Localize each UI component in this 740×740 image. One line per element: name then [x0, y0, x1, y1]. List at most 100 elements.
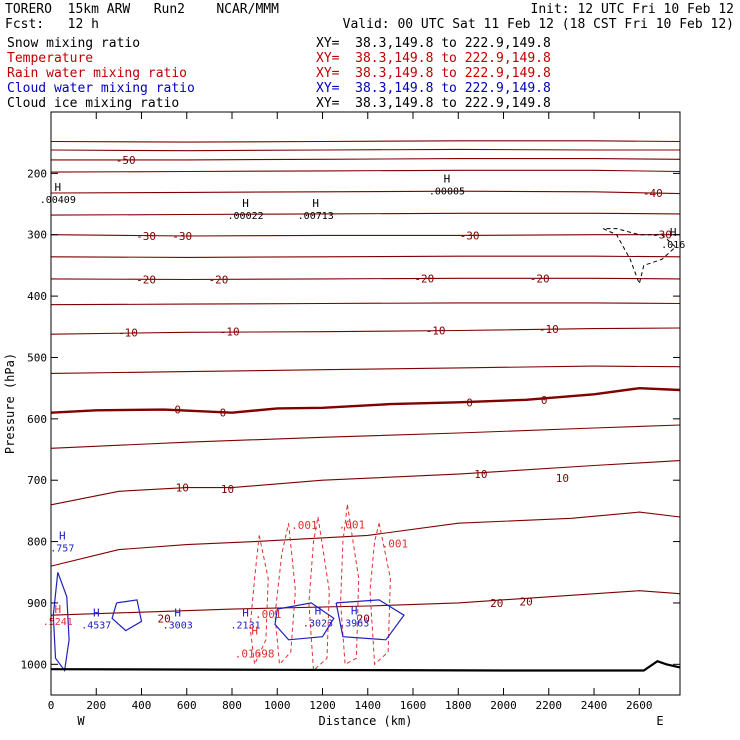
temperature-contour	[50, 460, 681, 506]
valid-time: Valid: 00 UTC Sat 11 Feb 12 (18 CST Fri …	[342, 17, 734, 32]
contour-label: 20	[357, 612, 370, 625]
y-tick-label: 600	[27, 413, 47, 426]
extremum-marker: H	[351, 604, 358, 617]
ground-surface-line	[50, 659, 681, 672]
contour-label: 0	[541, 394, 548, 407]
x-tick-label: 0	[48, 699, 55, 712]
contour-label: 10	[556, 472, 569, 485]
extremum-value: .00409	[40, 195, 76, 206]
cloud-water-contour	[52, 572, 70, 673]
extremum-marker: H	[251, 625, 258, 638]
contour-label: -20	[530, 272, 550, 285]
x-tick-label: 2600	[626, 699, 653, 712]
extremum-value: .016	[661, 240, 685, 251]
temperature-contour	[50, 140, 681, 143]
contour-label: -10	[220, 326, 240, 339]
x-tick-label: 2200	[536, 699, 563, 712]
ice-contour	[602, 228, 677, 286]
plot-frame	[50, 111, 681, 696]
contour-label: -10	[426, 324, 446, 337]
right-end-label: E	[656, 714, 663, 728]
extremum-marker: H	[242, 197, 249, 210]
contour-labels: -50 -40 -30 -30 -30 -30 -20 -20 -20 -20 -10 -10 -10 -…	[116, 154, 672, 660]
contour-label: 10	[176, 482, 189, 495]
temperature-contour	[50, 212, 681, 216]
x-tick-label: 1400	[355, 699, 382, 712]
temperature-contour	[50, 327, 681, 335]
y-tick-label: 700	[27, 474, 47, 487]
contour-label: -20	[136, 274, 156, 287]
temperature-contour	[50, 277, 681, 281]
extremum-marker: H	[444, 172, 451, 185]
y-tick-label: 400	[27, 290, 47, 303]
contour-label: -10	[118, 326, 138, 339]
extremum-marker: H	[670, 226, 677, 239]
extremum-value: .5241	[43, 617, 73, 628]
extremum-marker: H	[93, 606, 100, 619]
extremum-value: .3023	[303, 618, 333, 629]
rain-contours	[249, 504, 391, 672]
contour-label: 10	[474, 468, 487, 481]
ice-contours	[602, 228, 677, 286]
x-tick-label: 1600	[400, 699, 427, 712]
extremum-marker: H	[59, 530, 66, 543]
cloud-water-contour	[335, 599, 405, 641]
field-rain-xy: XY= 38.3,149.8 to 222.9,149.8	[316, 66, 551, 81]
contour-label: -30	[136, 230, 156, 243]
cloud-water-contour	[274, 602, 335, 641]
extremum-marker: H	[54, 181, 61, 194]
cloud-water-contour	[111, 599, 143, 632]
temperature-contour	[50, 511, 681, 567]
extremum-marker: H	[174, 606, 181, 619]
contour-label: -30	[172, 230, 192, 243]
y-tick-label: 500	[27, 351, 47, 364]
temperature-contour	[50, 255, 681, 258]
y-tick-label: 1000	[21, 658, 48, 671]
x-tick-label: 1000	[264, 699, 291, 712]
temperature-contour	[50, 190, 681, 195]
contour-label: .001	[291, 519, 318, 532]
rain-contour	[369, 523, 391, 666]
y-tick-label: 300	[27, 229, 47, 242]
contour-label: -20	[208, 274, 228, 287]
field-snow-xy: XY= 38.3,149.8 to 222.9,149.8	[316, 36, 551, 51]
contour-label: .001	[255, 608, 282, 621]
x-tick-label: 2000	[490, 699, 517, 712]
contour-label: 20	[490, 597, 503, 610]
extremum-value: .757	[50, 544, 74, 555]
rain-contour	[308, 516, 330, 672]
model-title: TORERO 15km ARW Run2 NCAR/MMM	[5, 2, 279, 17]
contour-label: -50	[116, 154, 136, 167]
y-tick-label: 200	[27, 167, 47, 180]
contour-label: -10	[539, 323, 559, 336]
temperature-contour	[50, 169, 681, 173]
temperature-contour	[50, 365, 681, 374]
extremum-value: .00022	[228, 211, 264, 222]
field-rain-label: Rain water mixing ratio	[7, 66, 188, 81]
y-tick-label: 800	[27, 536, 47, 549]
field-cloud-water-xy: XY= 38.3,149.8 to 222.9,149.8	[316, 81, 551, 96]
x-tick-label: 2400	[581, 699, 608, 712]
contour-label: .001	[382, 537, 409, 550]
extremum-value: .4537	[81, 620, 111, 631]
forecast-hour: Fcst: 12 h	[5, 17, 99, 32]
rain-contour	[249, 535, 269, 667]
cloud-water-contours	[52, 572, 405, 673]
extremum-marker: H	[242, 606, 249, 619]
left-end-label: W	[77, 714, 85, 728]
x-tick-label: 400	[132, 699, 152, 712]
x-tick-label: 200	[86, 699, 106, 712]
field-ice-xy: XY= 38.3,149.8 to 222.9,149.8	[316, 96, 551, 111]
contour-label: 0	[174, 404, 181, 417]
extremum-value: .2131	[231, 620, 261, 631]
field-snow-label: Snow mixing ratio	[7, 36, 141, 51]
contour-label: 20	[520, 596, 533, 609]
temperature-contour	[50, 302, 681, 306]
extremum-value: .3963	[339, 618, 369, 629]
y-tick-label: 900	[27, 597, 47, 610]
y-axis-label: Pressure (hPa)	[3, 353, 17, 454]
contour-label: -30	[652, 229, 672, 242]
temperature-contour	[50, 234, 680, 237]
temperature-contour	[50, 424, 681, 449]
